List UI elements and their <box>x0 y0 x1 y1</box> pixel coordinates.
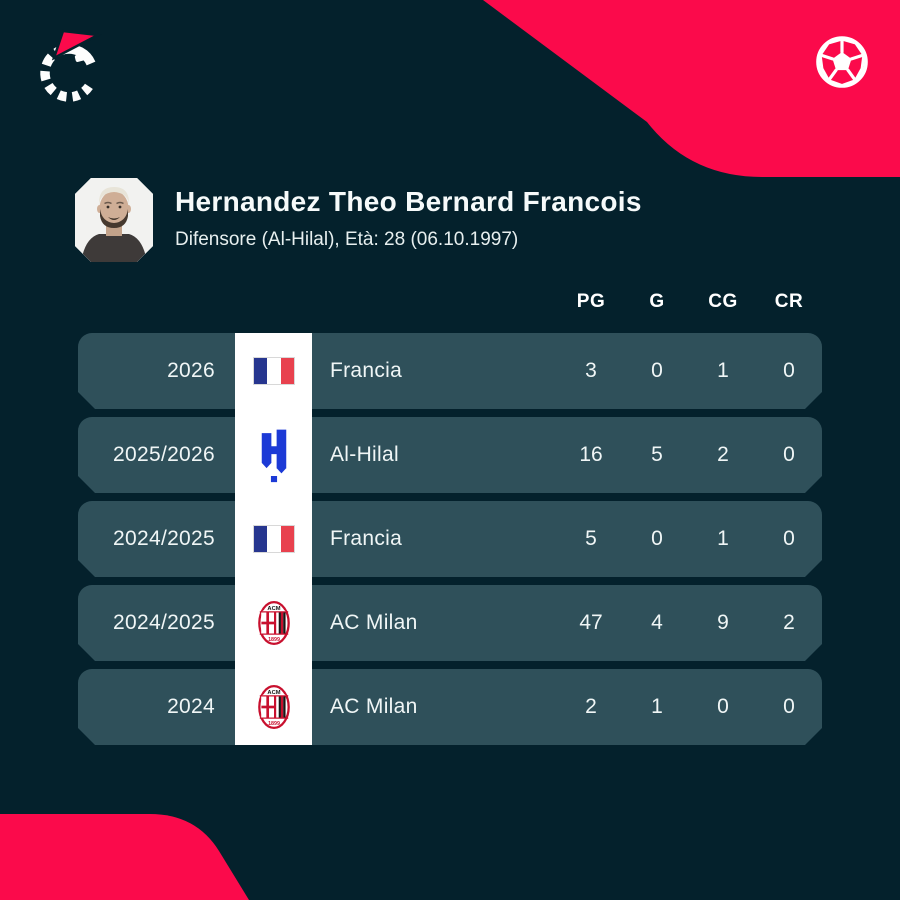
stat-cr: 0 <box>783 527 795 550</box>
season-label: 2025/2026 <box>113 443 215 466</box>
stats-table: 2026 Francia 3 0 1 0 2025/2026 Al-Hilal … <box>78 333 822 745</box>
column-header: CG <box>708 291 738 312</box>
team-name: AC Milan <box>330 611 418 634</box>
stat-pg: 3 <box>585 359 597 382</box>
stat-cg: 9 <box>717 611 729 634</box>
row-stats: 47 4 9 2 <box>558 585 822 661</box>
table-row[interactable]: 2024 AC Milan 2 1 0 0 <box>78 669 822 745</box>
player-name: Hernandez Theo Bernard Francois <box>175 186 642 217</box>
top-right-ribbon <box>483 0 900 177</box>
column-header: CR <box>774 291 804 312</box>
stat-cg: 1 <box>717 359 729 382</box>
stat-g: 4 <box>651 611 663 634</box>
stat-cr: 0 <box>783 695 795 718</box>
player-details: Difensore (Al-Hilal), Età: 28 (06.10.199… <box>175 229 519 250</box>
stat-g: 5 <box>651 443 663 466</box>
season-label: 2024 <box>167 695 215 718</box>
stat-cg: 2 <box>717 443 729 466</box>
team-name: Al-Hilal <box>330 443 399 466</box>
stat-cg: 1 <box>717 527 729 550</box>
bottom-left-ribbon <box>0 814 249 900</box>
column-header: PG <box>576 291 606 312</box>
season-label: 2024/2025 <box>113 527 215 550</box>
season-label: 2026 <box>167 359 215 382</box>
team-name: AC Milan <box>330 695 418 718</box>
player-photo <box>75 178 153 262</box>
stat-cr: 0 <box>783 443 795 466</box>
table-row[interactable]: 2026 Francia 3 0 1 0 <box>78 333 822 409</box>
row-stats: 5 0 1 0 <box>558 501 822 577</box>
stat-cr: 0 <box>783 359 795 382</box>
row-stats: 3 0 1 0 <box>558 333 822 409</box>
stat-g: 0 <box>651 527 663 550</box>
table-row[interactable]: 2024/2025 AC Milan 47 4 9 2 <box>78 585 822 661</box>
stat-pg: 5 <box>585 527 597 550</box>
stat-pg: 47 <box>579 611 603 634</box>
stat-g: 0 <box>651 359 663 382</box>
team-name: Francia <box>330 527 403 550</box>
row-stats: 2 1 0 0 <box>558 669 822 745</box>
stat-cg: 0 <box>717 695 729 718</box>
badge-column-background <box>235 333 312 745</box>
table-row[interactable]: 2025/2026 Al-Hilal 16 5 2 0 <box>78 417 822 493</box>
stat-pg: 16 <box>579 443 603 466</box>
flashscore-logo <box>40 29 103 102</box>
logo-arrow <box>51 29 103 61</box>
soccer-ball-icon <box>816 36 868 88</box>
season-label: 2024/2025 <box>113 611 215 634</box>
table-rows: 2026 Francia 3 0 1 0 2025/2026 Al-Hilal … <box>78 333 822 745</box>
table-header: PG G CG CR <box>78 286 822 318</box>
table-row[interactable]: 2024/2025 Francia 5 0 1 0 <box>78 501 822 577</box>
stat-pg: 2 <box>585 695 597 718</box>
column-header: G <box>649 291 665 312</box>
stat-g: 1 <box>651 695 663 718</box>
stat-cr: 2 <box>783 611 795 634</box>
team-name: Francia <box>330 359 403 382</box>
player-headshot <box>75 178 153 262</box>
row-stats: 16 5 2 0 <box>558 417 822 493</box>
